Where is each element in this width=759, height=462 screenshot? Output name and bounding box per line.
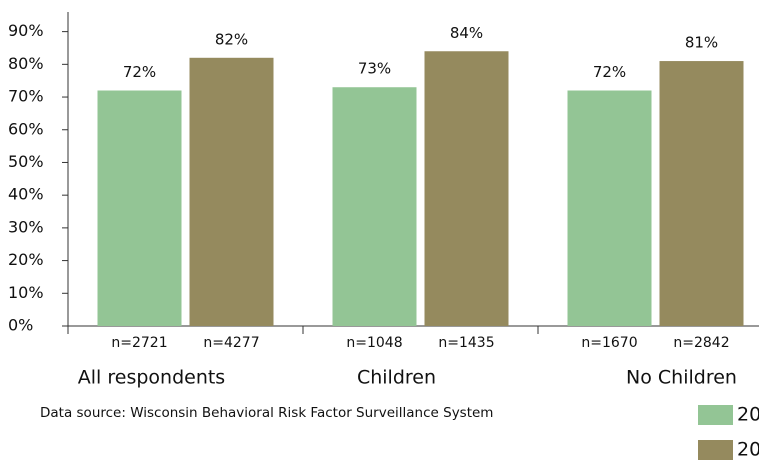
value-label: 72% bbox=[593, 63, 626, 81]
y-tick-label: 10% bbox=[8, 283, 44, 302]
value-label: 82% bbox=[215, 30, 248, 48]
sample-size: n=4277 bbox=[203, 335, 259, 351]
sample-size: n=1670 bbox=[581, 335, 637, 351]
legend-swatch bbox=[698, 440, 733, 460]
sample-size: n=1048 bbox=[346, 335, 402, 351]
category-label: No Children bbox=[626, 367, 737, 389]
bar bbox=[332, 87, 417, 327]
y-tick-label: 50% bbox=[8, 152, 44, 171]
value-label: 84% bbox=[450, 24, 483, 42]
y-tick-label: 30% bbox=[8, 217, 44, 236]
y-tick-label: 60% bbox=[8, 119, 44, 138]
value-label: 73% bbox=[358, 60, 391, 78]
bar bbox=[97, 90, 182, 326]
value-label: 72% bbox=[123, 63, 156, 81]
sample-size: n=2842 bbox=[673, 335, 729, 351]
legend-swatch bbox=[698, 405, 733, 425]
y-tick-label: 70% bbox=[8, 87, 44, 106]
value-label: 81% bbox=[685, 34, 718, 52]
category-label: All respondents bbox=[78, 367, 225, 389]
y-tick-label: 80% bbox=[8, 54, 44, 73]
bar bbox=[424, 51, 509, 326]
source-note: Data source: Wisconsin Behavioral Risk F… bbox=[40, 405, 493, 421]
bar bbox=[567, 90, 652, 326]
legend-label: 2005 bbox=[737, 439, 759, 461]
y-tick-label: 20% bbox=[8, 250, 44, 269]
y-tick-label: 40% bbox=[8, 185, 44, 204]
sample-size: n=2721 bbox=[111, 335, 167, 351]
y-tick-label: 0% bbox=[8, 316, 33, 335]
bar bbox=[189, 57, 274, 327]
sample-size: n=1435 bbox=[438, 335, 494, 351]
bar bbox=[659, 61, 744, 326]
legend-label: 2000 bbox=[737, 404, 759, 426]
y-tick-label: 90% bbox=[8, 21, 44, 40]
category-label: Children bbox=[357, 367, 436, 389]
